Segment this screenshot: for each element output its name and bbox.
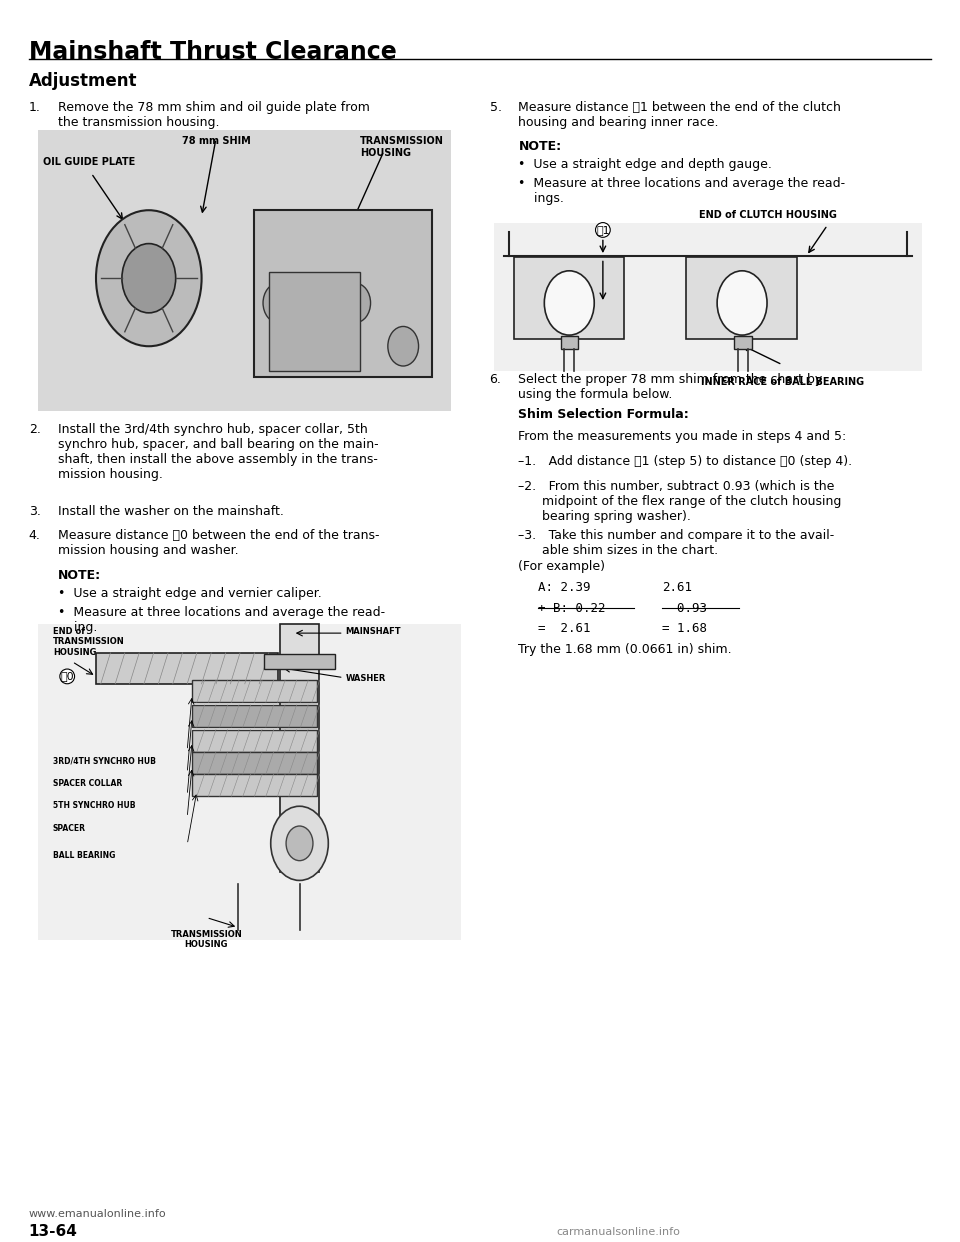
Text: Mainshaft Thrust Clearance: Mainshaft Thrust Clearance [29, 40, 396, 63]
Circle shape [340, 283, 371, 323]
Text: Remove the 78 mm shim and oil guide plate from
the transmission housing.: Remove the 78 mm shim and oil guide plat… [58, 102, 370, 129]
Circle shape [122, 243, 176, 313]
Text: –3. Take this number and compare it to the avail-
      able shim sizes in the c: –3. Take this number and compare it to t… [518, 529, 834, 558]
Text: MAINSHAFT: MAINSHAFT [346, 627, 401, 636]
Bar [561, 337, 578, 349]
Text: •  Use a straight edge and depth gauge.: • Use a straight edge and depth gauge. [518, 158, 772, 171]
Text: + B: 0.22: + B: 0.22 [538, 602, 605, 615]
Bar [264, 655, 335, 669]
Circle shape [271, 806, 328, 881]
Text: carmanualsonline.info: carmanualsonline.info [557, 1227, 681, 1237]
Text: From the measurements you made in steps 4 and 5:: From the measurements you made in steps … [518, 430, 847, 443]
Bar [269, 272, 360, 371]
Text: INNER RACE of BALL BEARING: INNER RACE of BALL BEARING [701, 378, 864, 388]
Circle shape [388, 327, 419, 366]
Text: 3.: 3. [29, 504, 40, 518]
Text: =  2.61: = 2.61 [538, 622, 590, 635]
Text: –1. Add distance ⑀1 (step 5) to distance ⑀0 (step 4).: –1. Add distance ⑀1 (step 5) to distance… [518, 455, 852, 468]
Text: – 0.93: – 0.93 [662, 602, 708, 615]
Text: NOTE:: NOTE: [58, 569, 101, 581]
Text: –2. From this number, subtract 0.93 (which is the
      midpoint of the flex ran: –2. From this number, subtract 0.93 (whi… [518, 479, 842, 523]
Bar [686, 257, 797, 339]
Text: •  Use a straight edge and vernier caliper.: • Use a straight edge and vernier calipe… [58, 587, 322, 600]
Text: SPACER COLLAR: SPACER COLLAR [53, 779, 122, 787]
Text: Try the 1.68 mm (0.0661 in) shim.: Try the 1.68 mm (0.0661 in) shim. [518, 643, 732, 656]
Text: END of CLUTCH HOUSING: END of CLUTCH HOUSING [699, 210, 837, 220]
Bar [192, 729, 317, 751]
Text: Install the washer on the mainshaft.: Install the washer on the mainshaft. [58, 504, 283, 518]
Text: •  Measure at three locations and average the read-
    ing.: • Measure at three locations and average… [58, 606, 385, 633]
Text: Adjustment: Adjustment [29, 72, 137, 89]
Text: 5TH SYNCHRO HUB: 5TH SYNCHRO HUB [53, 801, 135, 810]
Bar [254, 210, 432, 378]
Text: OIL GUIDE PLATE: OIL GUIDE PLATE [43, 156, 135, 166]
Circle shape [96, 210, 202, 347]
Text: TRANSMISSION
HOUSING: TRANSMISSION HOUSING [171, 930, 242, 949]
Text: = 1.68: = 1.68 [662, 622, 708, 635]
Bar [514, 257, 624, 339]
Text: SPACER: SPACER [53, 823, 85, 832]
Bar [494, 222, 922, 371]
Bar [38, 130, 451, 411]
Circle shape [544, 271, 594, 335]
Text: WASHER: WASHER [346, 674, 386, 683]
Bar [192, 774, 317, 796]
Text: Measure distance ⑀1 between the end of the clutch
housing and bearing inner race: Measure distance ⑀1 between the end of t… [518, 102, 841, 129]
Circle shape [263, 283, 294, 323]
Text: 6.: 6. [490, 374, 501, 386]
Text: 4.: 4. [29, 529, 40, 543]
Text: •  Measure at three locations and average the read-
    ings.: • Measure at three locations and average… [518, 176, 846, 205]
Text: A: 2.39: A: 2.39 [538, 581, 590, 594]
Text: Install the 3rd/4th synchro hub, spacer collar, 5th
synchro hub, spacer, and bal: Install the 3rd/4th synchro hub, spacer … [58, 424, 378, 481]
Text: 2.61: 2.61 [662, 581, 692, 594]
Text: 5.: 5. [490, 102, 501, 114]
Text: Shim Selection Formula:: Shim Selection Formula: [518, 409, 689, 421]
Text: ⑀1: ⑀1 [596, 225, 610, 235]
Text: Measure distance ⑀0 between the end of the trans-
mission housing and washer.: Measure distance ⑀0 between the end of t… [58, 529, 379, 558]
Bar [38, 625, 461, 940]
Bar [192, 705, 317, 727]
Text: Select the proper 78 mm shim from the chart by
using the formula below.: Select the proper 78 mm shim from the ch… [518, 374, 823, 401]
Bar [280, 625, 319, 872]
Bar [734, 337, 752, 349]
Text: BALL BEARING: BALL BEARING [53, 851, 115, 859]
Bar [192, 681, 317, 703]
Bar [192, 751, 317, 774]
Circle shape [286, 826, 313, 861]
Text: www.emanualonline.info: www.emanualonline.info [29, 1210, 166, 1220]
Text: END of
TRANSMISSION
HOUSING: END of TRANSMISSION HOUSING [53, 627, 125, 657]
Text: 1.: 1. [29, 102, 40, 114]
Text: (For example): (For example) [518, 560, 606, 573]
Text: 3RD/4TH SYNCHRO HUB: 3RD/4TH SYNCHRO HUB [53, 756, 156, 766]
Bar [96, 653, 278, 684]
Text: ⑀0: ⑀0 [60, 672, 74, 682]
Text: 78 mm SHIM: 78 mm SHIM [181, 137, 251, 147]
Circle shape [717, 271, 767, 335]
Text: NOTE:: NOTE: [518, 140, 562, 153]
Text: 2.: 2. [29, 424, 40, 436]
Text: 13-64: 13-64 [29, 1225, 78, 1240]
Text: TRANSMISSION
HOUSING: TRANSMISSION HOUSING [360, 137, 444, 158]
